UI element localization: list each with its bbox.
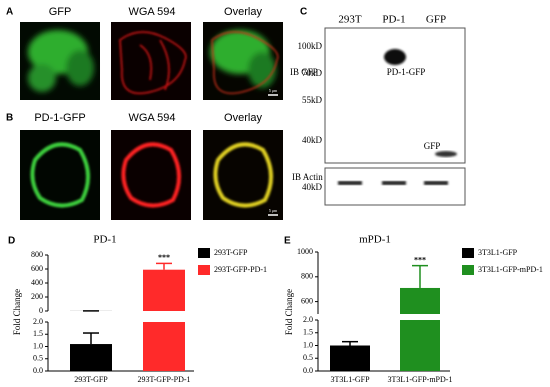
image-label: Overlay (224, 112, 262, 124)
micrograph: 5 μm (20, 22, 283, 100)
blot (324, 27, 466, 164)
y-tick-label: 1.5 (303, 328, 313, 337)
y-tick-label: 0.5 (33, 354, 43, 363)
y-tick-label: 400 (31, 278, 43, 287)
lane-label: GFP (426, 14, 446, 26)
lane-label: 293T (338, 14, 362, 26)
blot-label: IB Actin (292, 172, 323, 182)
bar (143, 322, 185, 371)
y-tick-label: 600 (31, 264, 43, 273)
marker-label: 40kD (302, 135, 323, 145)
x-tick-label: 293T-GFP-PD-1 (137, 375, 190, 384)
x-tick-label: 3T3L1-GFP-mPD-1 (388, 375, 453, 384)
legend-label: 3T3L1-GFP (478, 248, 518, 257)
scale-label: 5 μm (269, 88, 278, 93)
lane-label: PD-1 (382, 14, 405, 26)
y-tick-label: 1.5 (33, 329, 43, 338)
legend-label: 293T-GFP-PD-1 (214, 265, 267, 274)
legend-label: 293T-GFP (214, 248, 248, 257)
panel-label: D (8, 236, 15, 247)
significance: *** (158, 253, 170, 262)
band (384, 49, 406, 65)
y-axis-label: Fold Change (284, 289, 294, 335)
y-tick-label: 0 (39, 306, 43, 315)
panel-label: A (6, 7, 13, 18)
bar (400, 320, 440, 371)
legend-swatch (198, 248, 210, 258)
legend-swatch (198, 265, 210, 275)
bar (143, 269, 185, 311)
x-tick-label: 3T3L1-GFP (330, 375, 370, 384)
image-label: GFP (49, 6, 72, 18)
bar (70, 344, 112, 371)
scale-label: 5 μm (269, 208, 278, 213)
blot-label: IB GFP (290, 67, 318, 77)
y-tick-label: 800 (301, 272, 313, 281)
x-tick-label: 293T-GFP (74, 375, 108, 384)
y-tick-label: 200 (31, 292, 43, 301)
y-tick-label: 0.0 (33, 366, 43, 375)
marker-label: 70kD (302, 68, 323, 78)
micrograph: 5 μm (20, 130, 283, 220)
band (338, 181, 448, 185)
y-tick-label: 0.5 (303, 353, 313, 362)
image-label: WGA 594 (128, 112, 175, 124)
image-label: WGA 594 (128, 6, 175, 18)
panel-label: E (284, 236, 291, 247)
bar (330, 345, 370, 371)
blot (324, 167, 466, 206)
image-label: Overlay (224, 6, 262, 18)
legend-label: 3T3L1-GFP-mPD-1 (478, 265, 543, 274)
y-tick-label: 0.0 (303, 366, 313, 375)
panel-label: B (6, 113, 13, 124)
legend-swatch (462, 265, 474, 275)
y-tick-label: 1.0 (303, 340, 313, 349)
y-axis-label: Fold Change (12, 289, 22, 335)
bar (400, 287, 440, 314)
y-tick-label: 600 (301, 296, 313, 305)
image-label: PD-1-GFP (34, 112, 85, 124)
marker-label: 100kD (298, 41, 323, 51)
legend-swatch (462, 248, 474, 258)
y-tick-label: 800 (31, 250, 43, 259)
chart-title: mPD-1 (359, 234, 391, 246)
significance: *** (414, 255, 426, 264)
y-tick-label: 1000 (297, 247, 313, 256)
y-tick-label: 2.0 (33, 317, 43, 326)
chart-title: PD-1 (93, 234, 116, 246)
marker-label: 40kD (302, 182, 323, 192)
y-tick-label: 1.0 (33, 341, 43, 350)
band (435, 151, 457, 157)
panel-label: C (300, 7, 307, 18)
y-tick-label: 2.0 (303, 315, 313, 324)
marker-label: 55kD (302, 95, 323, 105)
band-label: GFP (424, 141, 441, 151)
band-label: PD-1-GFP (387, 67, 426, 77)
